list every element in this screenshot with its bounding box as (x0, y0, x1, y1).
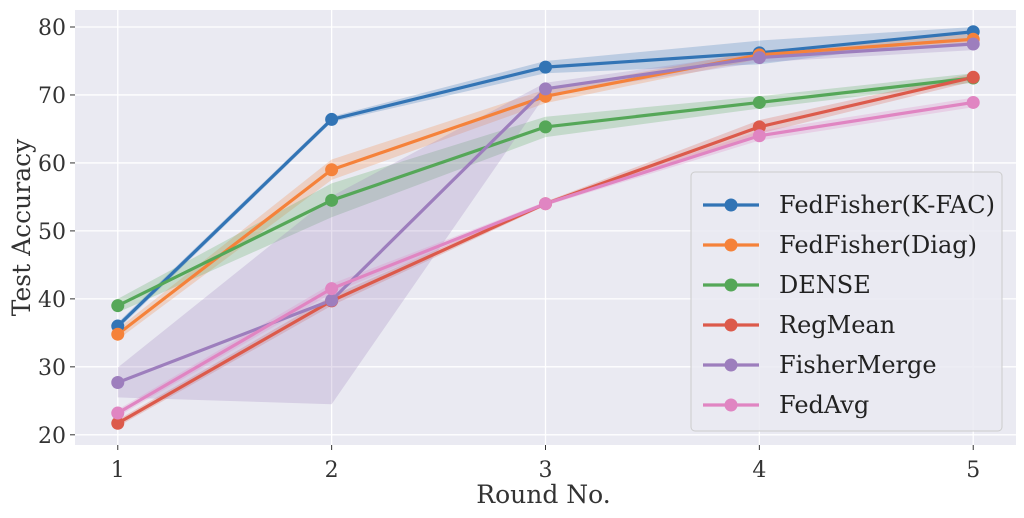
x-tick-label: 4 (752, 458, 766, 483)
x-tick-label: 3 (539, 458, 553, 483)
y-tick-label: 20 (38, 424, 66, 449)
legend-marker (724, 238, 738, 252)
point-fedfisher-diag (111, 327, 125, 341)
y-tick-label: 60 (38, 152, 66, 177)
series-points (111, 25, 980, 430)
y-tick-label: 70 (38, 84, 66, 109)
legend-label: FedFisher(K-FAC) (779, 191, 995, 219)
point-fishermerge (539, 82, 552, 96)
point-dense (111, 299, 125, 313)
y-axis-label: Test Accuracy (7, 138, 36, 316)
point-fedavg (111, 406, 125, 420)
legend-marker (724, 198, 738, 212)
y-tick-label: 40 (38, 288, 66, 313)
y-tick-label: 80 (38, 16, 66, 41)
legend-marker (724, 278, 738, 292)
point-fedfisher-k-fac (539, 60, 552, 74)
band-fishermerge (117, 37, 974, 405)
x-axis-label: Round No. (476, 480, 610, 509)
x-tick-label: 1 (111, 458, 125, 483)
point-fishermerge (752, 51, 766, 65)
legend-label: FedFisher(Diag) (779, 231, 977, 259)
x-tick-label: 5 (966, 458, 980, 483)
legend-marker (724, 398, 738, 412)
legend-label: FedAvg (779, 391, 869, 419)
legend: FedFisher(K-FAC) FedFisher(Diag) DENSE RegM… (690, 171, 1003, 432)
y-tick-label: 30 (38, 356, 66, 381)
point-regmean (111, 416, 125, 430)
x-tick-label: 2 (325, 458, 339, 483)
point-fishermerge (966, 37, 980, 51)
point-dense (325, 193, 339, 207)
point-fishermerge (325, 293, 339, 307)
legend-label: RegMean (779, 311, 895, 339)
point-fedavg (325, 282, 339, 296)
legend-marker (724, 318, 738, 332)
point-fedavg (966, 95, 980, 109)
legend-box (690, 171, 1003, 432)
y-tick-label: 50 (38, 220, 66, 245)
point-fedfisher-diag (325, 163, 339, 177)
point-fedfisher-k-fac (325, 112, 339, 126)
legend-label: FisherMerge (779, 351, 937, 379)
legend-marker (724, 358, 738, 372)
legend-label: DENSE (779, 271, 871, 299)
point-dense (752, 95, 766, 109)
point-fishermerge (111, 375, 125, 389)
point-dense (539, 120, 552, 134)
point-fedavg (752, 129, 766, 143)
point-fedavg (539, 197, 552, 211)
x-axis-ticks: 1 2 3 4 5 (111, 445, 980, 483)
y-axis-ticks: 20 30 40 50 60 70 80 (38, 16, 75, 449)
point-regmean (966, 70, 980, 84)
